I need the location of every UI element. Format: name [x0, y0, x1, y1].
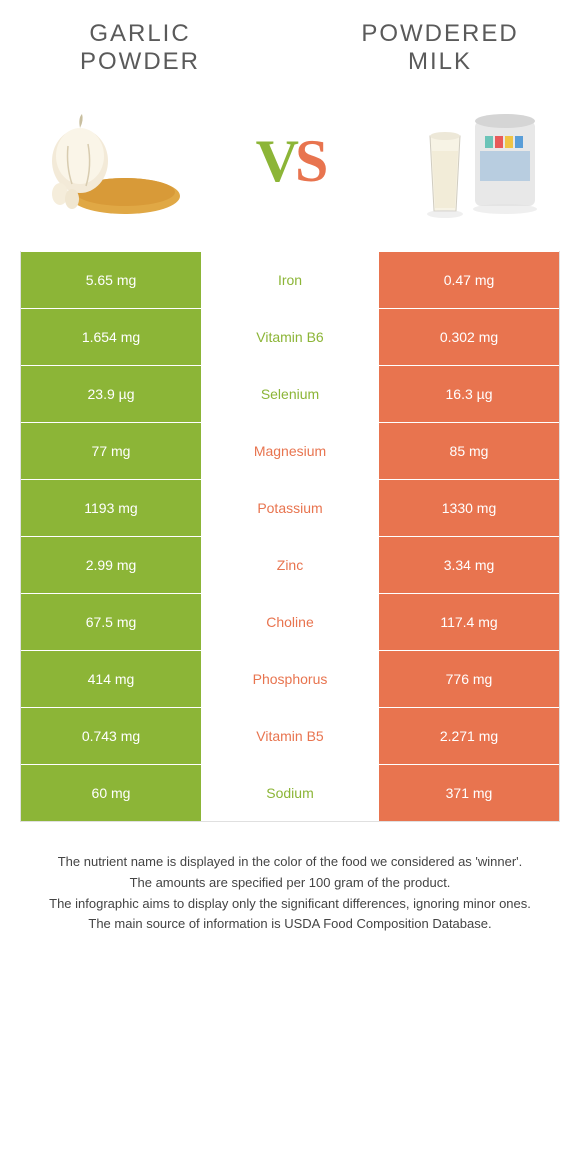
comparison-table: 5.65 mgIron0.47 mg1.654 mgVitamin B60.30…: [20, 251, 560, 822]
left-value: 5.65 mg: [21, 252, 201, 308]
table-row: 23.9 µgSelenium16.3 µg: [21, 365, 559, 422]
nutrient-name: Vitamin B6: [201, 309, 379, 365]
left-value: 1193 mg: [21, 480, 201, 536]
footnote-line: The main source of information is USDA F…: [30, 914, 550, 935]
right-value: 1330 mg: [379, 480, 559, 536]
garlic-powder-image: [30, 96, 190, 226]
right-value: 776 mg: [379, 651, 559, 707]
table-row: 1.654 mgVitamin B60.302 mg: [21, 308, 559, 365]
nutrient-name: Choline: [201, 594, 379, 650]
table-row: 2.99 mgZinc3.34 mg: [21, 536, 559, 593]
right-value: 16.3 µg: [379, 366, 559, 422]
vs-label: VS: [256, 127, 325, 196]
left-value: 60 mg: [21, 765, 201, 821]
nutrient-name: Phosphorus: [201, 651, 379, 707]
title-right: POWDERED MILK: [340, 20, 540, 76]
right-value: 2.271 mg: [379, 708, 559, 764]
nutrient-name: Magnesium: [201, 423, 379, 479]
right-value: 371 mg: [379, 765, 559, 821]
nutrient-name: Selenium: [201, 366, 379, 422]
right-value: 0.47 mg: [379, 252, 559, 308]
table-row: 1193 mgPotassium1330 mg: [21, 479, 559, 536]
images-row: VS: [0, 86, 580, 251]
nutrient-name: Sodium: [201, 765, 379, 821]
table-row: 0.743 mgVitamin B52.271 mg: [21, 707, 559, 764]
vs-s: S: [295, 128, 324, 194]
left-value: 23.9 µg: [21, 366, 201, 422]
table-row: 60 mgSodium371 mg: [21, 764, 559, 821]
right-value: 3.34 mg: [379, 537, 559, 593]
left-value: 1.654 mg: [21, 309, 201, 365]
footnotes: The nutrient name is displayed in the co…: [0, 822, 580, 935]
right-value: 85 mg: [379, 423, 559, 479]
table-row: 5.65 mgIron0.47 mg: [21, 251, 559, 308]
left-value: 77 mg: [21, 423, 201, 479]
footnote-line: The amounts are specified per 100 gram o…: [30, 873, 550, 894]
footnote-line: The nutrient name is displayed in the co…: [30, 852, 550, 873]
vs-v: V: [256, 128, 295, 194]
left-value: 67.5 mg: [21, 594, 201, 650]
nutrient-name: Zinc: [201, 537, 379, 593]
nutrient-name: Potassium: [201, 480, 379, 536]
left-value: 2.99 mg: [21, 537, 201, 593]
table-row: 414 mgPhosphorus776 mg: [21, 650, 559, 707]
nutrient-name: Vitamin B5: [201, 708, 379, 764]
right-value: 0.302 mg: [379, 309, 559, 365]
header: GARLIC POWDER POWDERED MILK: [0, 0, 580, 86]
title-left: GARLIC POWDER: [40, 20, 240, 76]
right-value: 117.4 mg: [379, 594, 559, 650]
table-row: 67.5 mgCholine117.4 mg: [21, 593, 559, 650]
left-value: 414 mg: [21, 651, 201, 707]
table-row: 77 mgMagnesium85 mg: [21, 422, 559, 479]
footnote-line: The infographic aims to display only the…: [30, 894, 550, 915]
left-value: 0.743 mg: [21, 708, 201, 764]
nutrient-name: Iron: [201, 252, 379, 308]
powdered-milk-image: [390, 96, 550, 226]
